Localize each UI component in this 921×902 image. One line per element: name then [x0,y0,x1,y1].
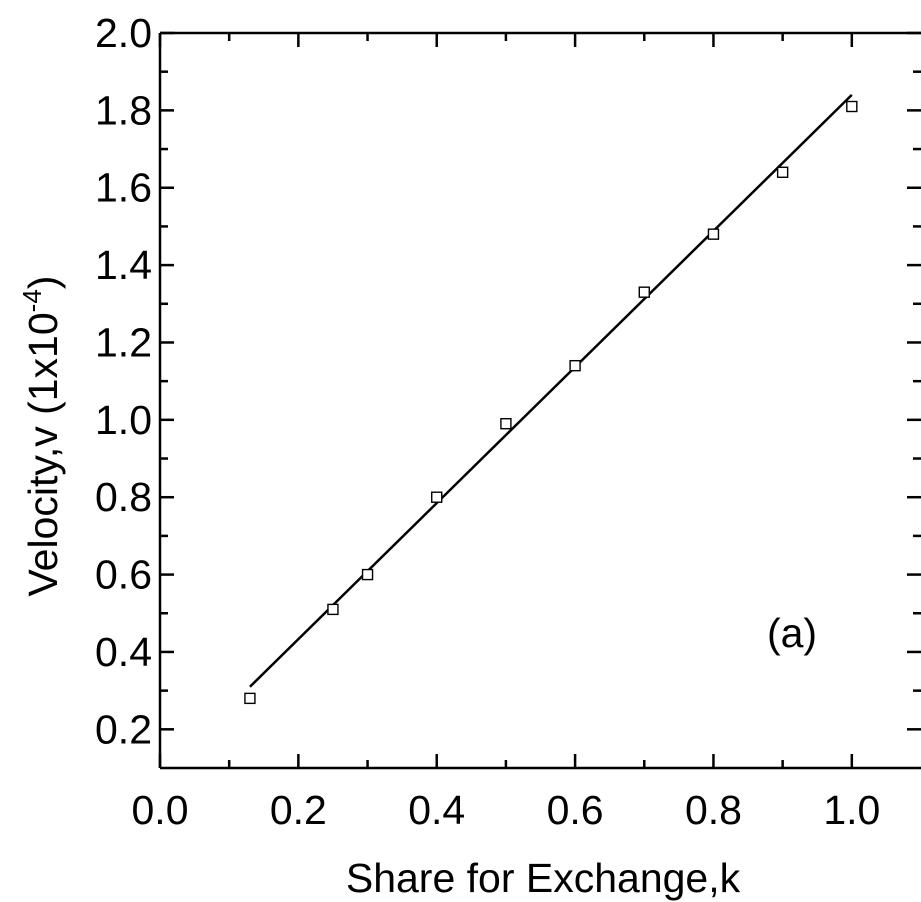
ticks [158,31,921,768]
y-tick-label: 0.6 [95,552,152,598]
data-point [776,166,789,178]
y-tick-label: 0.8 [95,474,152,520]
y-tick-label: 1.4 [95,242,152,288]
y-axis-title-close: ) [20,276,66,290]
y-tick-label: 1.0 [95,397,152,443]
x-tick-label: 1.0 [823,787,880,833]
data-point [431,491,443,503]
x-tick-label: 0.8 [685,787,742,833]
data-point [500,418,512,430]
y-tick-label: 0.4 [95,629,152,675]
data-point [361,568,374,581]
panel-label: (a) [767,610,817,656]
data-point [846,100,858,113]
x-tick-label: 0.4 [408,787,465,833]
data-point [707,228,720,240]
fit-line [249,94,853,688]
y-axis-title: Velocity,v (1x10-4) [17,276,66,597]
y-axis-title-exponent: -4 [17,289,47,312]
y-axis-title-main: Velocity,v (1x10 [20,312,66,596]
data-point [327,603,339,616]
y-tick-label: 0.2 [95,706,152,752]
data-point [638,286,650,298]
axes [158,31,921,770]
x-tick-label: 0.6 [547,787,604,833]
tick-labels: 0.0 0.2 0.4 0.6 0.8 1.0 0.2 0.4 0.6 0.8 1.0 1.2 1.4 1… [95,10,880,833]
x-axis-title: Share for Exchange,k [346,855,741,901]
y-tick-label: 2.0 [95,10,152,56]
x-tick-label: 0.2 [270,787,327,833]
data-point [569,359,581,372]
data-point [244,692,256,705]
data-series [244,94,858,705]
y-tick-label: 1.2 [95,319,152,365]
x-tick-label: 0.0 [132,787,189,833]
y-tick-label: 1.6 [95,165,152,211]
y-tick-label: 1.8 [95,87,152,133]
